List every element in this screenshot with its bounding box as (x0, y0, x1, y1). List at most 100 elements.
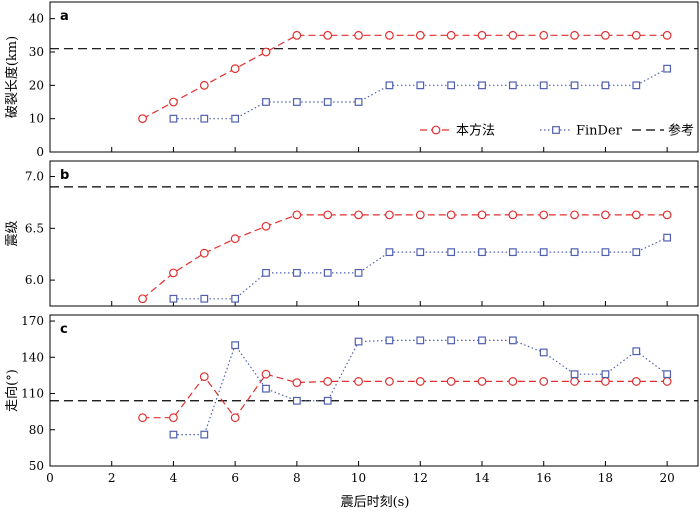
data-point-finder (231, 341, 240, 350)
data-point-finder (262, 98, 270, 106)
data-point-method (446, 377, 456, 386)
legend-label-reference: 参考 (668, 123, 694, 139)
data-point-finder (570, 370, 579, 379)
y-tick-label: 40 (29, 12, 44, 26)
data-point-finder (601, 370, 610, 379)
y-tick-label: 30 (29, 45, 44, 59)
data-point-method (199, 80, 209, 90)
panel-b: 6.0 6.5 7.0 震级 b (5, 160, 699, 307)
data-point-method (292, 210, 302, 220)
data-point-finder (632, 81, 641, 90)
data-point-method (570, 377, 579, 386)
panel-a: 0 10 20 30 40 破裂长度(km) a (4, 1, 699, 159)
data-point-method (662, 210, 672, 220)
data-point-finder (169, 294, 178, 303)
data-point-method (508, 210, 518, 220)
data-point-method (415, 210, 425, 220)
legend: 本方法 FinDer 参考 (420, 123, 694, 139)
x-axis-label: 震后时刻(s) (341, 495, 410, 510)
data-point-finder (447, 248, 456, 257)
y-tick-label: 50 (29, 459, 44, 473)
data-point-method (508, 30, 518, 40)
data-point-finder (231, 114, 240, 123)
data-point-method (601, 210, 610, 220)
data-point-method (385, 210, 394, 220)
data-point-finder (354, 337, 363, 346)
data-point-method (631, 210, 641, 220)
data-point-finder (447, 336, 456, 345)
data-point-finder (539, 248, 548, 257)
data-point-finder (169, 430, 178, 439)
data-point-method (477, 30, 487, 40)
data-point-method (539, 377, 549, 386)
data-point-finder (632, 248, 641, 257)
data-point-finder (539, 81, 548, 90)
data-point-method (169, 97, 178, 107)
data-point-finder (416, 81, 425, 90)
x-tick-label: 20 (660, 471, 675, 485)
panel-c: 0 2 4 6 8 10 12 14 16 18 20 50 80 110 140 170 走向(°) c (4, 314, 699, 485)
data-point-finder (200, 114, 209, 123)
plot-frame (49, 314, 699, 467)
data-point-finder (478, 81, 486, 90)
data-point-finder (292, 396, 301, 405)
y-axis-label: 走向(°) (4, 369, 20, 412)
data-point-finder (354, 98, 363, 106)
x-tick-label: 14 (474, 471, 490, 485)
data-point-finder (262, 268, 270, 277)
data-point-finder (385, 336, 394, 345)
data-point-method (138, 114, 147, 124)
series-line-method (142, 214, 668, 300)
data-point-finder (478, 336, 486, 345)
series-line-method (142, 373, 668, 419)
data-point-method (138, 294, 147, 304)
data-point-method (138, 413, 147, 423)
x-tick-label: 10 (351, 471, 366, 485)
y-tick-label: 20 (29, 78, 44, 92)
data-point-method (601, 30, 610, 40)
plot-frame (49, 1, 699, 153)
data-point-method (292, 30, 302, 40)
data-point-finder (601, 248, 610, 257)
x-tick-label: 8 (293, 471, 301, 485)
data-point-finder (508, 248, 517, 257)
data-point-method (385, 377, 394, 386)
y-tick-label: 6.5 (25, 221, 44, 235)
y-axis-label: 破裂长度(km) (4, 36, 20, 118)
y-tick-label: 170 (21, 314, 44, 328)
data-point-finder (416, 336, 425, 345)
legend-label-finder: FinDer (576, 124, 623, 139)
data-point-finder (292, 98, 301, 106)
data-point-method (230, 413, 240, 423)
x-tick-label: 16 (536, 471, 551, 485)
data-point-method (539, 30, 549, 40)
series-line-finder (173, 68, 668, 120)
legend-marker-method (431, 125, 441, 135)
data-point-method (169, 268, 178, 278)
data-point-finder (663, 233, 672, 242)
data-point-method (477, 210, 487, 220)
panel-letter: c (60, 322, 68, 337)
data-point-method (446, 210, 456, 220)
data-point-finder (323, 268, 332, 277)
data-point-finder (231, 294, 240, 303)
x-tick-label: 18 (598, 471, 613, 485)
data-point-method (415, 377, 425, 386)
data-point-finder (663, 64, 672, 73)
series-line-finder (173, 237, 668, 300)
data-point-finder (539, 348, 548, 357)
y-tick-label: 7.0 (25, 170, 44, 184)
data-point-finder (200, 294, 209, 303)
data-point-finder (478, 248, 486, 257)
x-tick-label: 0 (46, 471, 54, 485)
data-point-method (323, 210, 333, 220)
data-point-finder (601, 81, 610, 90)
data-point-finder (447, 81, 456, 90)
data-point-method (199, 372, 209, 382)
data-point-finder (570, 81, 579, 90)
data-point-method (446, 30, 456, 40)
data-point-finder (323, 396, 332, 405)
data-point-finder (632, 347, 641, 356)
data-point-method (631, 30, 641, 40)
